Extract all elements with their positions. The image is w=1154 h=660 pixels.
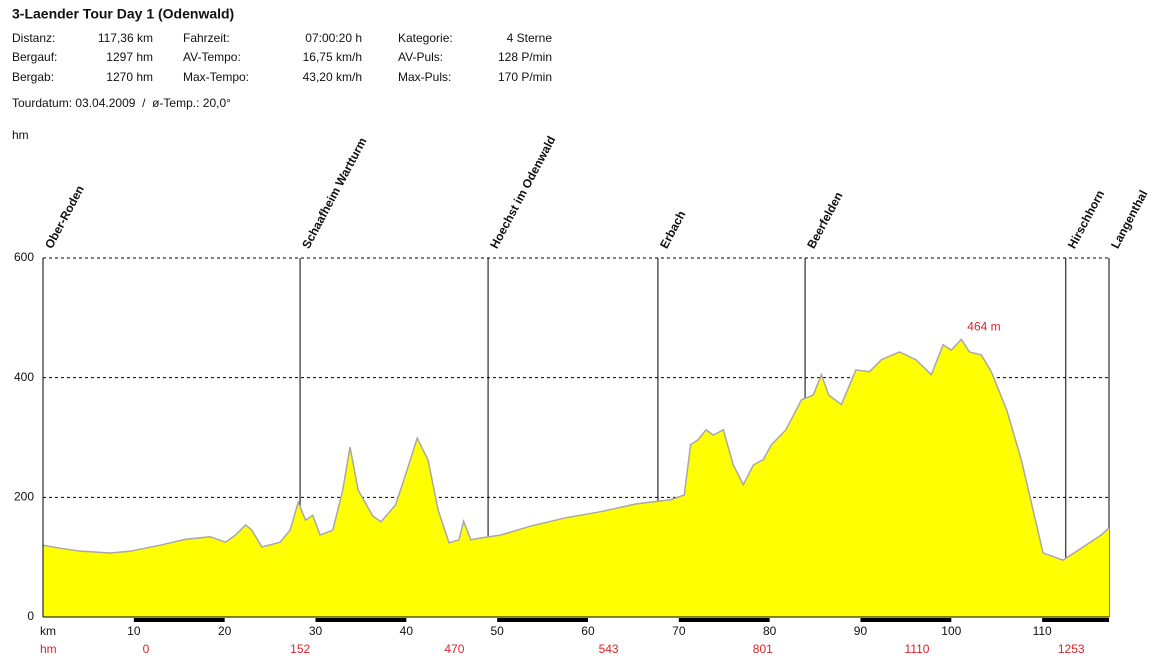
waypoint-label: Beerfelden <box>804 190 845 251</box>
x-tick-label: 10 <box>127 624 141 638</box>
waypoint-label: Schaafheim Wartturm <box>299 135 369 251</box>
x-axis-label: km <box>40 624 56 638</box>
stat-value: 07:00:20 h <box>305 31 362 45</box>
stat-value: 1297 hm <box>106 50 153 64</box>
x-tick-label: 30 <box>309 624 323 638</box>
x-tick-label: 40 <box>400 624 414 638</box>
title: 3-Laender Tour Day 1 (Odenwald) <box>12 6 234 22</box>
stat-label: Kategorie: <box>398 31 453 45</box>
x-tick-label: 60 <box>581 624 595 638</box>
max-label: 464 m <box>967 320 1000 334</box>
scale-bar <box>315 618 407 622</box>
waypoint-label: Hoechst im Odenwald <box>487 134 558 251</box>
elevation-area <box>43 339 1109 617</box>
x-tick-label: 100 <box>941 624 961 638</box>
x-tick-label: 80 <box>763 624 777 638</box>
scale-bar <box>133 618 225 622</box>
stat-value: 117,36 km <box>98 31 153 45</box>
y-tick-label: 600 <box>14 250 34 264</box>
waypoint-label: Erbach <box>657 208 688 250</box>
x-tick-label: 50 <box>490 624 504 638</box>
scale-bar <box>678 618 770 622</box>
y-tick-label: 400 <box>14 370 34 384</box>
scale-bar <box>497 618 588 622</box>
ascent-value: 152 <box>290 642 310 656</box>
y-tick-label: 200 <box>14 490 34 504</box>
stat-value: 43,20 km/h <box>303 70 362 84</box>
stat-label: Max-Puls: <box>398 70 451 84</box>
tourdate: Tourdatum: 03.04.2009 / ø-Temp.: 20,0° <box>12 96 231 110</box>
stat-value: 16,75 km/h <box>303 50 362 64</box>
waypoint-label: Hirschhorn <box>1065 188 1107 251</box>
stat-label: Distanz: <box>12 31 55 45</box>
x-tick-label: 20 <box>218 624 232 638</box>
scale-bar <box>1042 618 1109 622</box>
x-tick-label: 110 <box>1033 624 1052 638</box>
stat-label: Fahrzeit: <box>183 31 230 45</box>
stat-label: AV-Puls: <box>398 50 443 64</box>
scale-bar <box>860 618 952 622</box>
stat-value: 128 P/min <box>498 50 552 64</box>
y-tick-label: 0 <box>27 609 34 623</box>
ascent-label: hm <box>40 642 57 656</box>
stat-label: Bergab: <box>12 70 54 84</box>
ascent-value: 470 <box>444 642 464 656</box>
elevation-line <box>42 338 1110 561</box>
stat-label: AV-Tempo: <box>183 50 241 64</box>
ascent-value: 0 <box>143 642 150 656</box>
stat-label: Bergauf: <box>12 50 57 64</box>
y-axis-label: hm <box>12 128 29 142</box>
waypoint-label: Ober-Roden <box>42 183 87 251</box>
waypoint-label: Langenthal <box>1108 188 1150 251</box>
x-tick-label: 70 <box>672 624 686 638</box>
stat-value: 4 Sterne <box>507 31 553 45</box>
ascent-value: 1253 <box>1058 642 1085 656</box>
stat-label: Max-Tempo: <box>183 70 249 84</box>
ascent-value: 1110 <box>905 642 930 656</box>
ascent-value: 801 <box>753 642 773 656</box>
stat-value: 1270 hm <box>106 70 153 84</box>
stat-value: 170 P/min <box>498 70 552 84</box>
ascent-value: 543 <box>599 642 619 656</box>
x-tick-label: 90 <box>854 624 868 638</box>
